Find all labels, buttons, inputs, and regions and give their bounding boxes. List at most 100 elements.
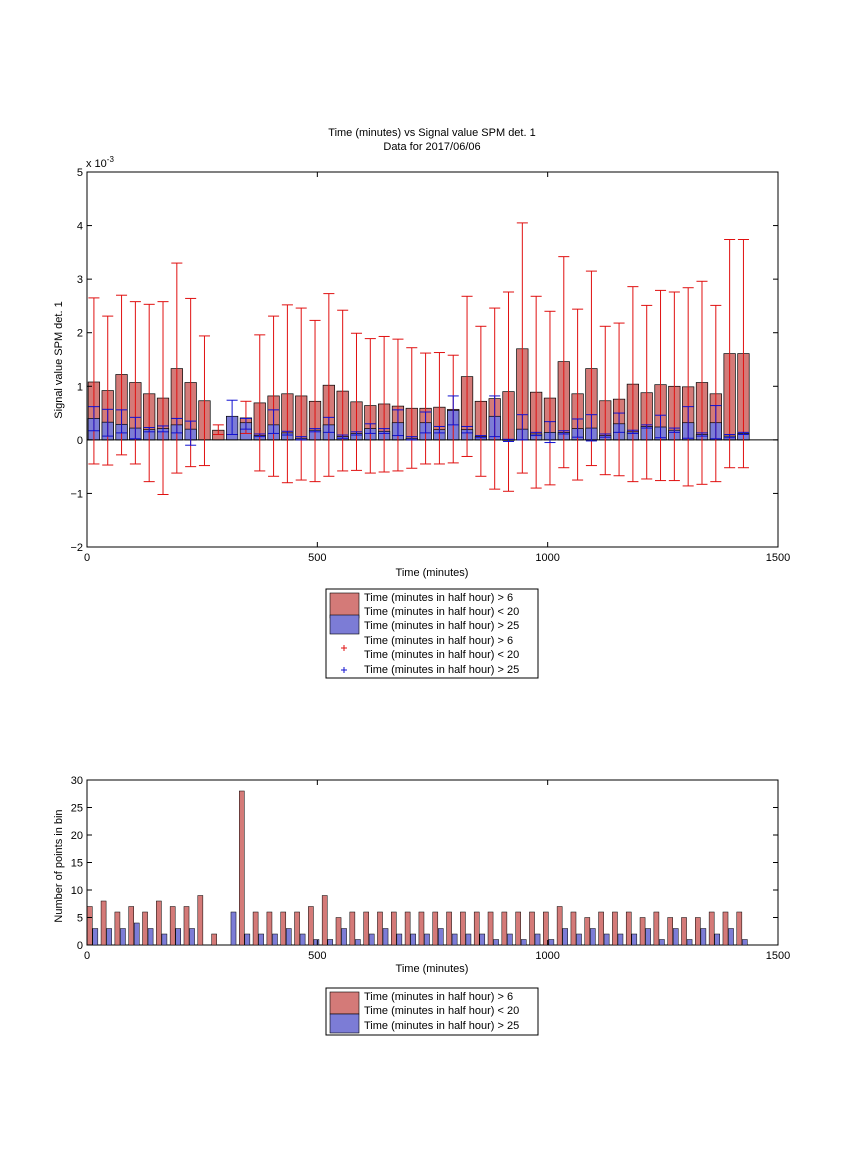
blue-count-bar	[175, 928, 181, 946]
legend-label-2: Time (minutes in half hour) < 20	[364, 606, 519, 618]
y-tick-label: 10	[71, 885, 83, 897]
red-count-bar	[335, 917, 342, 946]
blue-count-bar	[438, 928, 444, 946]
x-tick-label: 1000	[535, 950, 559, 962]
y-exponent-label: x 10-3	[86, 155, 114, 170]
red-count-bar	[639, 917, 646, 946]
y-tick-label: 15	[71, 858, 83, 870]
legend-label-5: Time (minutes in half hour) < 20	[364, 649, 519, 661]
blue-count-bar	[617, 933, 624, 946]
red-count-bar	[460, 911, 466, 946]
red-count-bar	[142, 911, 148, 946]
count-legend: Time (minutes in half hour) > 6 Time (mi…	[325, 987, 539, 1036]
red-count-bar	[584, 917, 591, 946]
red-count-bar	[667, 917, 673, 946]
red-count-bar	[722, 911, 729, 946]
red-count-bar	[239, 790, 245, 946]
y-exponent-power: -3	[107, 155, 115, 164]
y-tick-label: 2	[77, 328, 83, 340]
blue-count-bar	[341, 928, 347, 946]
y-tick-label: 1	[77, 381, 83, 393]
blue-count-bar	[700, 928, 707, 946]
red-count-bar	[321, 895, 328, 946]
red-count-bar	[543, 911, 549, 946]
blue-count-bar	[396, 933, 403, 946]
red-count-bar	[100, 900, 107, 946]
x-tick-label: 1000	[535, 552, 559, 564]
blue-count-bar	[410, 933, 416, 946]
blue-count-bar	[603, 933, 610, 946]
y-tick-label: −2	[70, 542, 83, 554]
red-count-bar	[252, 911, 259, 946]
blue-count-bar	[258, 933, 264, 946]
blue-count-bar	[728, 928, 734, 946]
blue-count-bar	[576, 933, 582, 946]
blue-count-bar	[244, 933, 251, 946]
chart-title: Time (minutes) vs Signal value SPM det. …	[328, 127, 535, 139]
red-count-bar	[391, 911, 397, 946]
signal-plot-area: 0 500 1000 1500 −2 −1 0 1 2 3 4 5	[70, 167, 790, 564]
blue-count-bar	[659, 939, 665, 946]
x-tick-label: 500	[308, 950, 326, 962]
red-count-bar	[681, 917, 687, 946]
red-count-bar	[695, 917, 701, 946]
legend-label-2: Time (minutes in half hour) < 20	[364, 1005, 519, 1017]
blue-count-bar	[133, 922, 140, 946]
x-tick-label: 0	[84, 950, 90, 962]
x-tick-label: 1500	[766, 552, 790, 564]
red-count-bar	[653, 911, 660, 946]
blue-count-bar	[631, 933, 638, 946]
red-count-bar	[556, 906, 563, 946]
y-axis-label: Signal value SPM det. 1	[53, 301, 65, 418]
signal-legend: Time (minutes in half hour) > 6 Time (mi…	[325, 588, 539, 679]
chart-subtitle: Data for 2017/06/06	[383, 141, 480, 153]
red-count-bar	[266, 911, 273, 946]
y-tick-label: 3	[77, 274, 83, 286]
blue-count-bar	[742, 939, 748, 946]
blue-count-bar	[686, 939, 693, 946]
legend-swatch-red-bar	[329, 592, 360, 619]
blue-count-bar	[161, 933, 168, 946]
red-count-bar	[183, 906, 190, 946]
red-count-bar	[736, 911, 743, 946]
legend-red-plus-marker	[341, 645, 347, 651]
plot-frame	[86, 171, 779, 548]
legend-swatch-blue-bar	[329, 614, 360, 635]
red-count-bar	[708, 911, 715, 946]
x-tick-label: 1500	[766, 950, 790, 962]
blue-count-bar	[313, 939, 320, 946]
blue-count-bar	[451, 933, 458, 946]
blue-count-bar	[645, 928, 651, 946]
red-count-bar	[598, 911, 604, 946]
x-axis-label: Time (minutes)	[396, 567, 469, 579]
x-tick-label: 500	[308, 552, 326, 564]
red-count-bar	[211, 933, 217, 946]
signal-chart: Time (minutes) vs Signal value SPM det. …	[53, 127, 790, 679]
count-plot-area: 0 500 1000 1500 0 5 10 15 20 25 30	[71, 775, 790, 962]
red-count-bar	[404, 911, 411, 946]
blue-count-bar	[507, 933, 513, 946]
blue-count-bar	[230, 911, 237, 946]
y-axis-label: Number of points in bin	[53, 809, 65, 922]
legend-swatch-red-bar	[329, 991, 360, 1015]
legend-label-1: Time (minutes in half hour) > 6	[364, 991, 513, 1003]
red-count-bar	[308, 906, 314, 946]
red-count-bar	[280, 911, 287, 946]
legend-label-1: Time (minutes in half hour) > 6	[364, 592, 513, 604]
blue-count-bar	[147, 928, 154, 946]
red-count-bar	[114, 911, 121, 946]
blue-count-bar	[120, 928, 126, 946]
blue-count-bar	[424, 933, 430, 946]
red-count-bar	[515, 911, 521, 946]
y-exponent-base: x 10	[86, 158, 107, 170]
x-axis-label: Time (minutes)	[396, 963, 469, 975]
blue-count-bar	[106, 928, 112, 946]
blue-count-bar	[368, 933, 375, 946]
red-count-bar	[86, 906, 93, 946]
red-count-bar	[487, 911, 494, 946]
blue-count-bar	[534, 933, 541, 946]
red-count-bar	[156, 900, 162, 946]
blue-count-bar	[355, 939, 361, 946]
red-count-bar	[612, 911, 618, 946]
